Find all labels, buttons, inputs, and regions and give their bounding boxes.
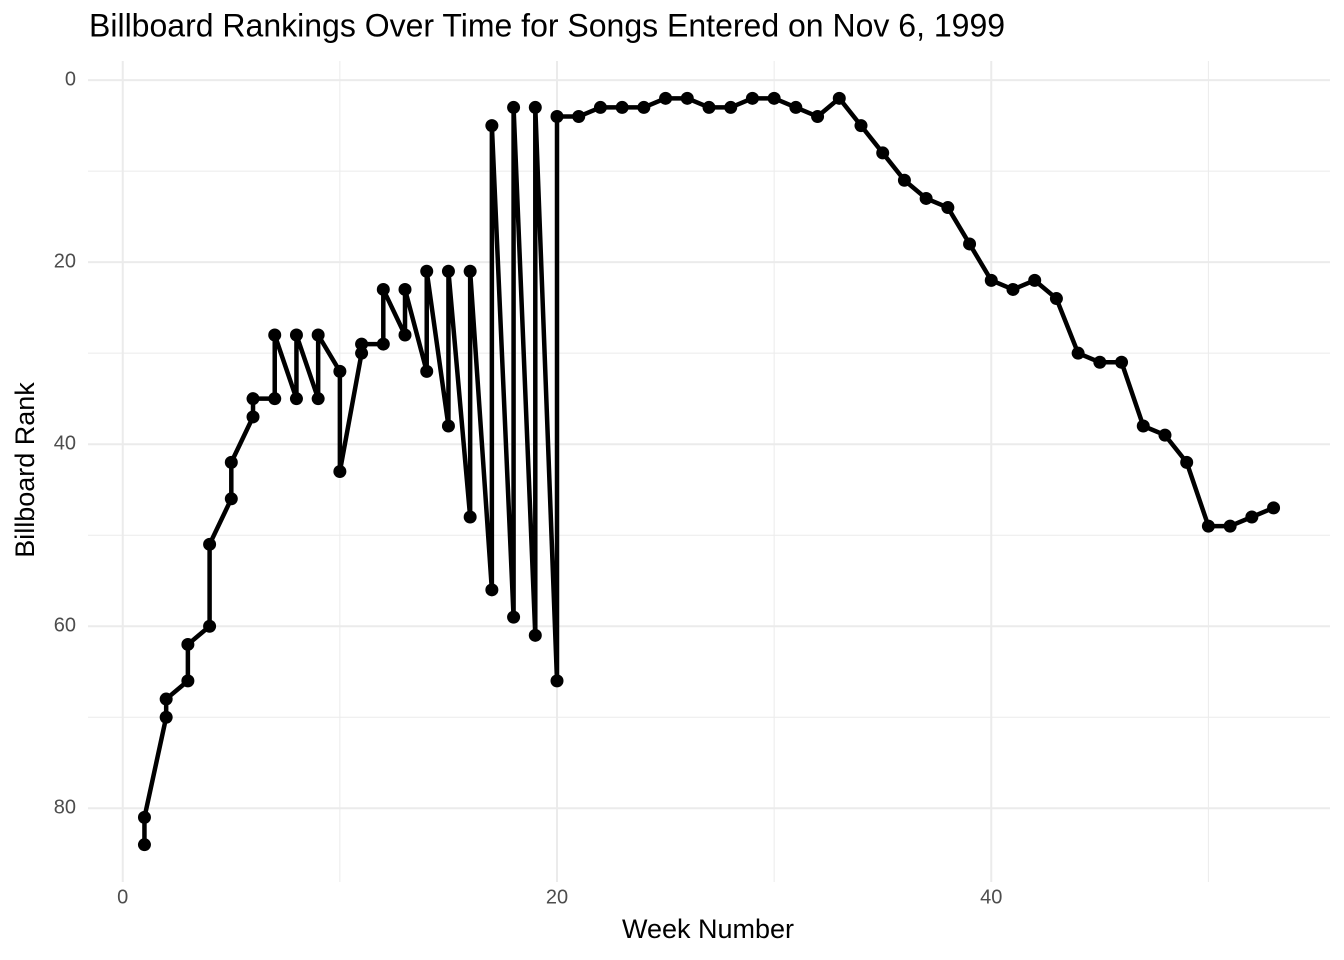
data-point (224, 492, 238, 506)
data-point (528, 100, 542, 114)
data-point (376, 282, 390, 296)
data-point (876, 146, 890, 160)
data-point (333, 465, 347, 478)
data-point (680, 91, 694, 105)
data-point (1093, 355, 1107, 369)
data-point (941, 201, 955, 215)
data-point (637, 100, 651, 114)
y-tick-label: 40 (54, 432, 76, 454)
data-point (376, 337, 390, 351)
data-point (289, 328, 303, 342)
data-point (724, 100, 738, 114)
data-point (203, 537, 217, 551)
data-point (615, 100, 629, 114)
data-point (919, 191, 933, 205)
data-point (963, 237, 977, 251)
data-point (137, 838, 151, 852)
data-point (420, 364, 434, 378)
x-tick-label: 0 (117, 886, 128, 908)
data-point (593, 100, 607, 114)
data-point (811, 110, 825, 124)
data-point (311, 392, 325, 406)
data-point (159, 692, 173, 706)
data-point (355, 346, 369, 360)
data-point (159, 710, 173, 724)
data-point (181, 674, 195, 688)
data-point (181, 637, 195, 651)
data-point (1201, 519, 1215, 533)
data-point (246, 392, 260, 406)
data-point (1071, 346, 1085, 360)
data-point (1180, 455, 1194, 469)
data-point (550, 674, 564, 688)
data-point (137, 810, 151, 824)
data-point (463, 510, 477, 524)
x-tick-label: 40 (980, 886, 1002, 908)
data-point (702, 100, 716, 114)
data-point (1223, 519, 1237, 533)
data-point (246, 410, 260, 424)
data-point (485, 119, 499, 133)
data-point (268, 392, 282, 406)
data-point (789, 100, 803, 114)
data-point (1267, 501, 1281, 515)
data-point (1049, 292, 1063, 306)
data-point (1115, 355, 1129, 369)
y-tick-label: 0 (65, 68, 76, 90)
data-point (745, 91, 759, 105)
data-point (832, 91, 846, 105)
data-point (311, 328, 325, 342)
data-point (550, 110, 564, 124)
data-point (333, 364, 347, 378)
data-point (485, 583, 499, 597)
data-point (398, 282, 412, 296)
x-tick-label: 20 (546, 886, 568, 908)
data-point (984, 273, 998, 287)
y-tick-label: 20 (54, 250, 76, 272)
y-tick-label: 80 (54, 797, 76, 819)
data-point (897, 173, 911, 187)
data-point (441, 419, 455, 433)
data-point (767, 91, 781, 105)
x-axis-title: Week Number (622, 914, 794, 944)
data-point (1245, 510, 1259, 524)
data-point (463, 264, 477, 278)
data-point (507, 100, 521, 114)
data-point (1158, 428, 1172, 442)
data-point (224, 455, 238, 469)
data-point (507, 610, 521, 624)
chart-title: Billboard Rankings Over Time for Songs E… (89, 7, 1005, 43)
y-axis-title: Billboard Rank (10, 382, 40, 558)
data-point (398, 328, 412, 342)
data-point (420, 264, 434, 278)
data-point (355, 337, 369, 351)
data-point (659, 91, 673, 105)
series-line (142, 96, 1275, 845)
data-point (203, 619, 217, 633)
data-point (854, 119, 868, 133)
data-point (1028, 273, 1042, 287)
data-point (528, 628, 542, 642)
data-point (1006, 282, 1020, 296)
data-point (289, 392, 303, 406)
data-point (268, 328, 282, 342)
data-point (1136, 419, 1150, 433)
data-point (441, 264, 455, 278)
y-tick-label: 60 (54, 615, 76, 637)
data-point (572, 110, 586, 124)
